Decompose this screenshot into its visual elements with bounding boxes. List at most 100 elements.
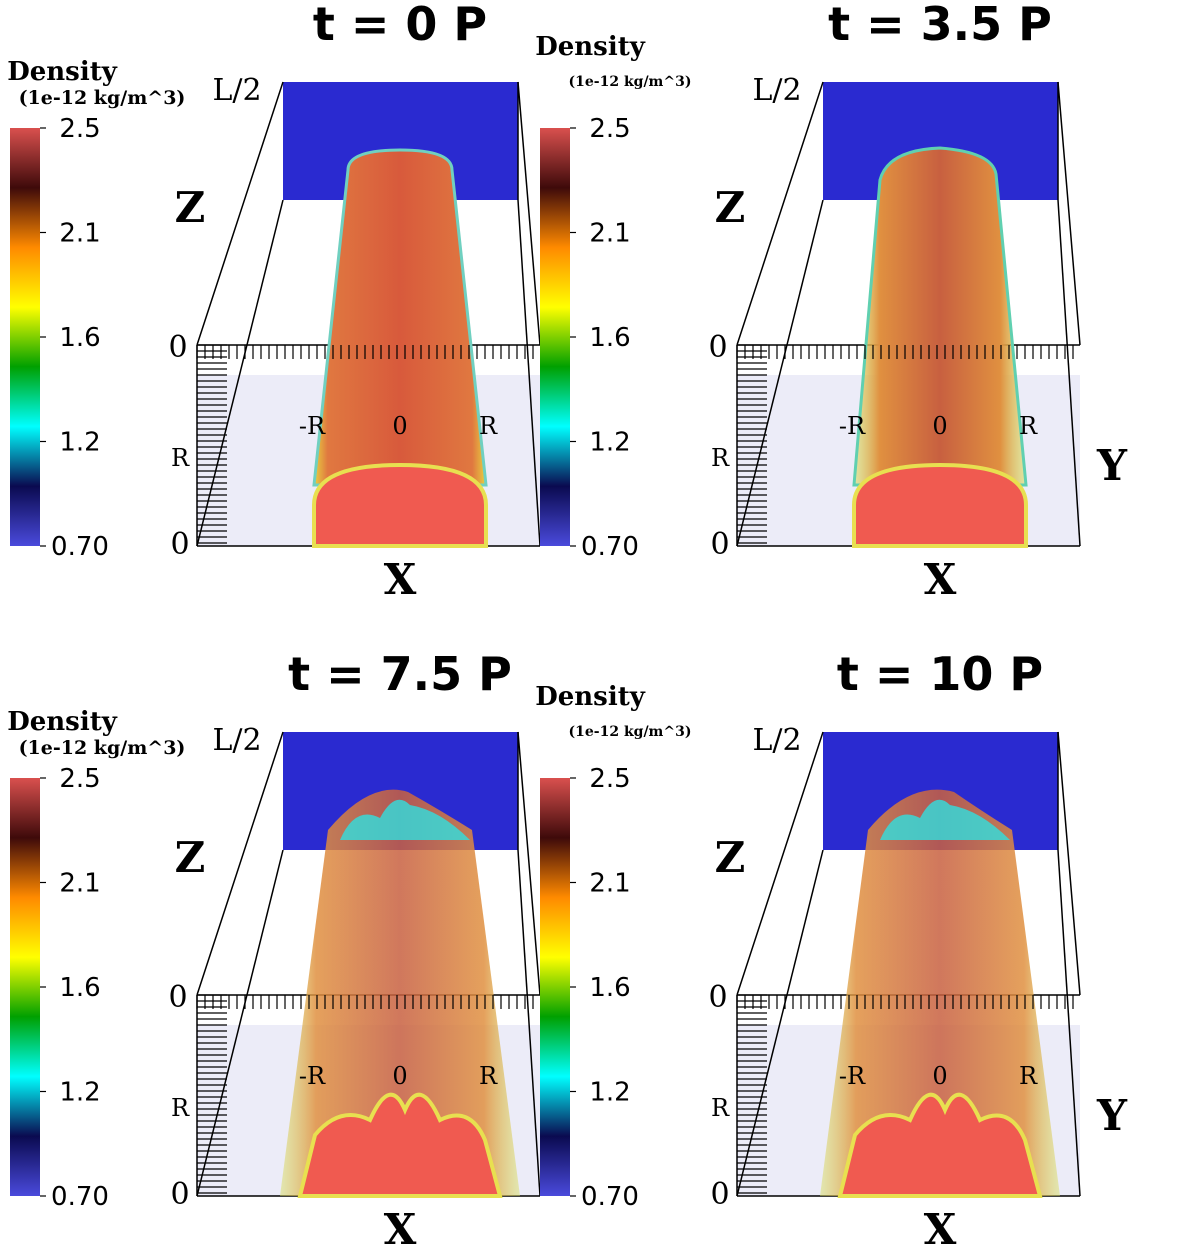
tube-body	[852, 146, 1028, 487]
z-zero-label: 0	[168, 980, 187, 1015]
colorbar: Density(1e-12 kg/m^3)2.52.11.61.20.70	[7, 57, 185, 562]
edge-right-bottom	[1057, 199, 1081, 547]
colorbar-tick-label: 1.6	[589, 973, 630, 1003]
y-tick-label: R	[711, 444, 730, 472]
x-tick-label: -R	[299, 1062, 326, 1090]
colorbar-tick-label: 2.1	[589, 869, 630, 899]
colorbar-gradient	[10, 778, 40, 1196]
y-axis-letter: Y	[1096, 441, 1128, 490]
z-top-label: L/2	[752, 73, 801, 108]
x-axis-letter: X	[384, 555, 417, 604]
z-zero-label: 0	[708, 330, 727, 365]
colorbar-tick-label: 1.2	[59, 1078, 100, 1108]
x-axis-letter: X	[924, 1205, 957, 1247]
colorbar-tick-label: 2.1	[59, 219, 100, 249]
colorbar-tick-label: 2.1	[589, 219, 630, 249]
z-top-label: L/2	[752, 723, 801, 758]
colorbar-label: Density	[535, 32, 646, 62]
tube-body	[280, 789, 520, 1196]
tube-cross-section	[852, 462, 1028, 548]
tube-cross-section	[837, 1092, 1043, 1198]
edge-right-top	[517, 731, 541, 996]
edge-right-bottom	[517, 199, 541, 547]
colorbar: Density(1e-12 kg/m^3)2.52.11.61.20.70	[7, 707, 185, 1212]
flux-tube	[852, 146, 1028, 548]
x-tick-label: -R	[839, 1062, 866, 1090]
tick-marks	[736, 994, 1074, 1194]
z-zero-label: 0	[708, 980, 727, 1015]
edge-left-top	[196, 81, 284, 346]
y-tick-label: 0	[170, 1177, 189, 1212]
x-tick-label: R	[479, 412, 498, 440]
flux-tube	[820, 789, 1060, 1198]
y-tick-label: 0	[710, 527, 729, 562]
colorbar-tick-label: 1.2	[59, 428, 100, 458]
y-tick-label: 0	[710, 1177, 729, 1212]
edge-right-top	[1057, 81, 1081, 346]
edge-right-bottom	[1057, 849, 1081, 1197]
y-tick-label: 0	[170, 527, 189, 562]
tube-top-vortex	[340, 799, 470, 840]
z-axis-letter: Z	[175, 833, 206, 882]
colorbar-label: Density	[7, 57, 118, 87]
flux-tube	[312, 148, 488, 548]
edge-left-top	[736, 81, 824, 346]
colorbar-gradient	[540, 128, 570, 546]
tube-cross-section	[312, 462, 488, 548]
colorbar-tick-label: 2.5	[589, 114, 630, 144]
tick-marks	[736, 344, 1074, 544]
colorbar-gradient	[10, 128, 40, 546]
x-tick-label: 0	[392, 412, 407, 440]
colorbar-tick-label: 1.6	[589, 323, 630, 353]
y-tick-label: R	[711, 1094, 730, 1122]
z-top-label: L/2	[212, 73, 261, 108]
x-tick-label: -R	[299, 412, 326, 440]
x-tick-label: 0	[932, 1062, 947, 1090]
x-tick-label: 0	[392, 1062, 407, 1090]
colorbar-tick-label: 1.2	[589, 1078, 630, 1108]
tick-marks	[196, 344, 534, 544]
colorbar-tick-label: 2.5	[589, 764, 630, 794]
y-tick-label: R	[171, 444, 190, 472]
colorbar-tick-label: 0.70	[51, 1182, 109, 1212]
x-tick-label: 0	[932, 412, 947, 440]
tube-cross-section	[297, 1092, 503, 1198]
panel-title: t = 10 P	[837, 647, 1043, 701]
colorbar-tick-label: 2.5	[59, 764, 100, 794]
panel-title: t = 7.5 P	[288, 647, 512, 701]
edge-left-bottom	[196, 199, 284, 547]
tick-marks	[196, 994, 534, 1194]
edge-left-bottom	[196, 849, 284, 1197]
tube-body	[820, 789, 1060, 1196]
x-tick-label: R	[479, 1062, 498, 1090]
z-top-label: L/2	[212, 723, 261, 758]
panel-2: Density (1e-12 kg/m^3) 2.5 2.1 1.6 1.2 0.70 L/2…	[535, 0, 1128, 604]
panel-title: t = 0 P	[313, 0, 487, 51]
colorbar-tick-label: 1.6	[59, 973, 100, 1003]
flux-tube	[280, 789, 520, 1198]
colorbar-tick-label: 1.2	[589, 428, 630, 458]
edge-right-top	[1057, 731, 1081, 996]
tube-top-vortex	[880, 799, 1010, 840]
edge-left-top	[736, 731, 824, 996]
z-zero-label: 0	[168, 330, 187, 365]
edge-right-bottom	[517, 849, 541, 1197]
edge-left-bottom	[736, 199, 824, 547]
colorbar-label: Density	[7, 707, 118, 737]
x-axis-letter: X	[384, 1205, 417, 1247]
x-tick-label: -R	[839, 412, 866, 440]
colorbar-tick-label: 0.70	[581, 532, 639, 562]
colorbar-tick-label: 0.70	[581, 1182, 639, 1212]
edge-left-top	[196, 731, 284, 996]
colorbar-tick-label: 2.5	[59, 114, 100, 144]
y-axis-letter: Y	[1096, 1091, 1128, 1140]
x-axis-letter: X	[924, 555, 957, 604]
z-axis-letter: Z	[715, 183, 746, 232]
colorbar: Density (1e-12 kg/m^3) 2.5 2.1 1.6 1.2 0.70	[535, 32, 691, 562]
colorbar-units: (1e-12 kg/m^3)	[569, 74, 692, 90]
colorbar: Density(1e-12 kg/m^3)2.52.11.61.20.70	[535, 682, 691, 1212]
edge-right-top	[517, 81, 541, 346]
z-axis-letter: Z	[715, 833, 746, 882]
colorbar-units: (1e-12 kg/m^3)	[19, 87, 186, 109]
panel-3: Density(1e-12 kg/m^3) 2.5 2.1 1.6 1.2 0.70 L/2…	[7, 647, 541, 1247]
